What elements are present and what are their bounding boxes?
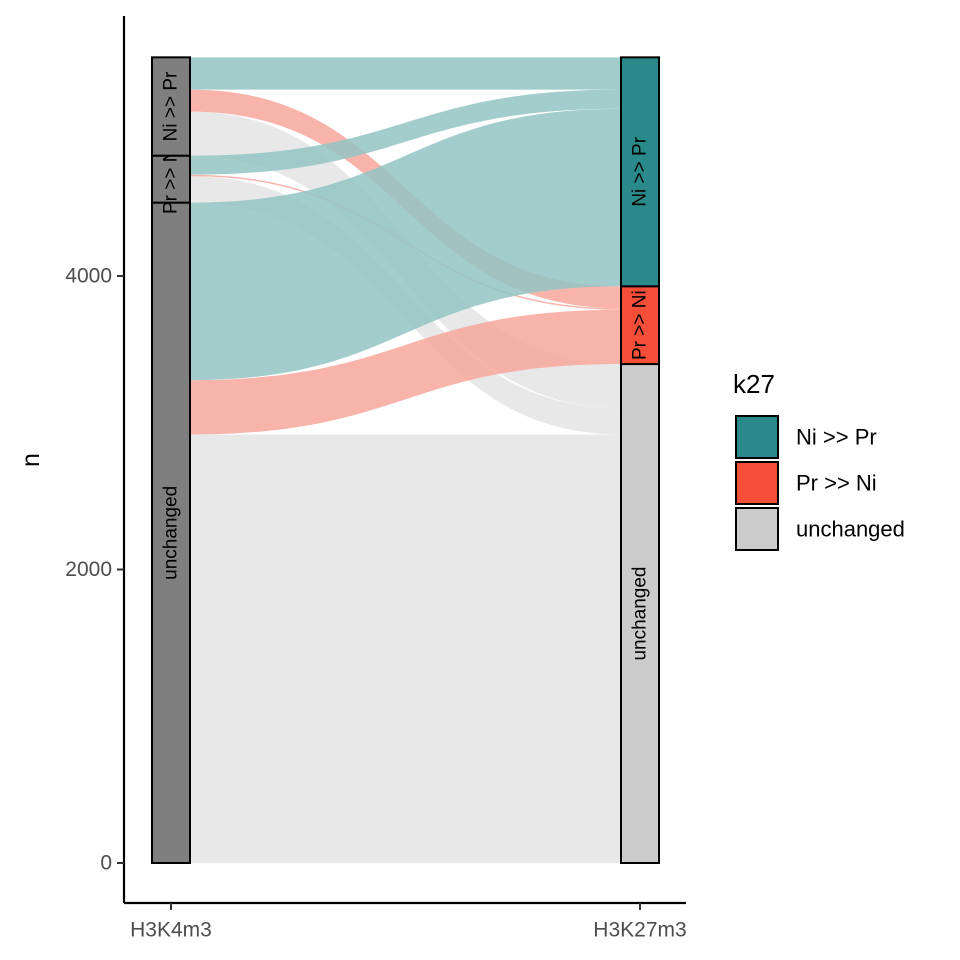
flow-unchanged-to-unchanged bbox=[190, 434, 621, 863]
stratum-label-h3k27m3-pr-over-ni: Pr >> Ni bbox=[630, 290, 651, 360]
flow-unchanged-to-pr-over-ni bbox=[190, 309, 621, 435]
x-tick-label-h3k27m3: H3K27m3 bbox=[593, 919, 686, 942]
stratum-h3k27m3-ni-over-pr bbox=[620, 56, 660, 288]
stratum-label-h3k4m3-ni-over-pr: Ni >> Pr bbox=[161, 71, 182, 141]
y-axis-title: n bbox=[17, 453, 45, 467]
y-tick-label-4000: 4000 bbox=[65, 265, 112, 288]
stratum-label-h3k4m3-unchanged: unchanged bbox=[161, 486, 182, 580]
flow-unchanged-to-ni-over-pr bbox=[190, 108, 621, 381]
legend: k27 Ni >> Pr Pr >> Ni unchanged bbox=[733, 369, 905, 551]
legend-label-unchanged: unchanged bbox=[796, 517, 905, 542]
flow-ni-over-pr-to-ni-over-pr bbox=[190, 57, 621, 90]
legend-key-unchanged bbox=[735, 507, 779, 551]
stratum-label-h3k27m3-unchanged: unchanged bbox=[630, 567, 651, 661]
stratum-h3k4m3-ni-over-pr bbox=[151, 56, 191, 157]
y-tick-label-2000: 2000 bbox=[65, 558, 112, 581]
y-tick-label-0: 0 bbox=[100, 852, 112, 875]
flow-pr-over-ni-to-ni-over-pr bbox=[190, 89, 621, 175]
flow-layer bbox=[190, 57, 621, 863]
x-tick-label-h3k4m3: H3K4m3 bbox=[130, 919, 212, 942]
legend-key-ni-over-pr bbox=[735, 415, 779, 459]
strata-layer: unchanged Pr >> Ni Ni >> Pr unchanged Pr >> … bbox=[151, 56, 660, 864]
stratum-label-h3k4m3-pr-over-ni: Pr >> Ni bbox=[161, 144, 182, 214]
legend-key-pr-over-ni bbox=[735, 461, 779, 505]
stratum-label-h3k27m3-ni-over-pr: Ni >> Pr bbox=[630, 136, 651, 206]
legend-label-pr-over-ni: Pr >> Ni bbox=[796, 471, 877, 496]
stratum-h3k4m3-pr-over-ni bbox=[151, 154, 191, 204]
legend-title: k27 bbox=[733, 369, 775, 399]
stratum-h3k4m3-unchanged bbox=[151, 201, 191, 864]
stratum-h3k27m3-pr-over-ni bbox=[620, 285, 660, 366]
legend-label-ni-over-pr: Ni >> Pr bbox=[796, 425, 877, 450]
axes-layer: 0 2000 4000 H3K4m3 H3K27m3 n bbox=[17, 16, 687, 942]
